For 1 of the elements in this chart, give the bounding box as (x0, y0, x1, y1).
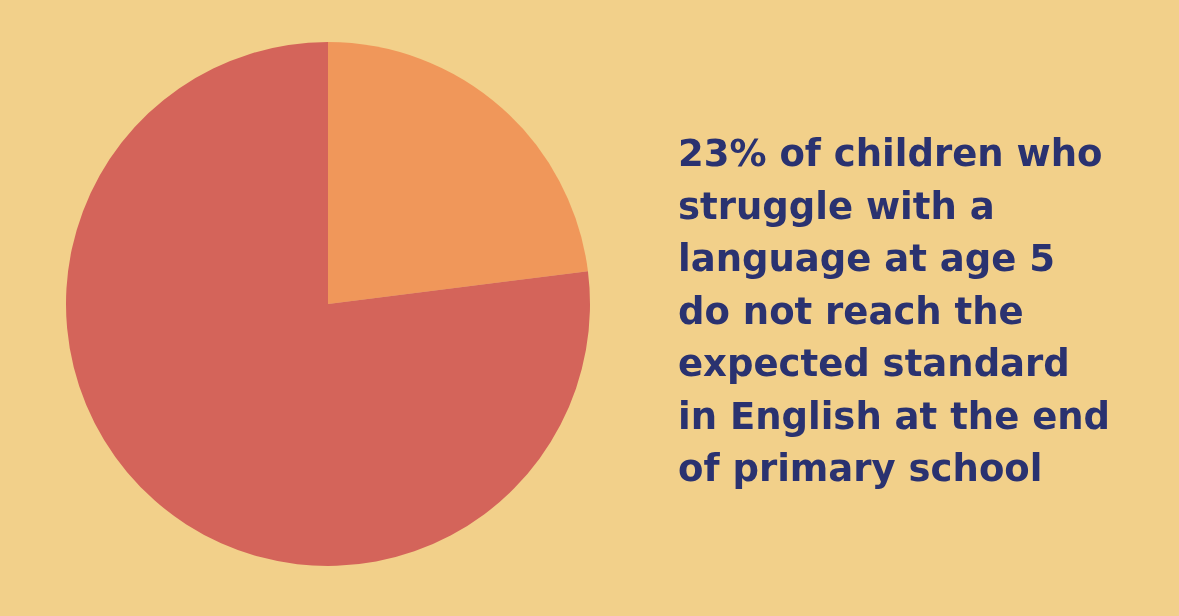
text: 23% of children who struggle with a language at age 5 do not reach the expected standard in English at the end of primary school (678, 131, 1112, 492)
